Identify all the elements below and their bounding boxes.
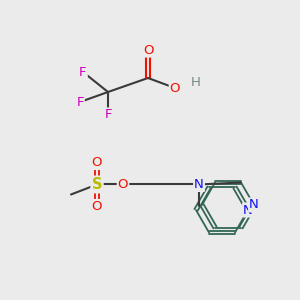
Text: F: F	[79, 65, 87, 79]
Text: O: O	[170, 82, 180, 94]
Text: O: O	[143, 44, 153, 56]
Text: O: O	[92, 200, 102, 213]
Text: N: N	[194, 178, 204, 191]
Text: S: S	[92, 177, 102, 192]
Text: O: O	[92, 156, 102, 169]
Text: H: H	[191, 76, 201, 89]
Text: N: N	[249, 199, 259, 212]
Text: F: F	[104, 109, 112, 122]
Text: F: F	[76, 95, 84, 109]
Text: O: O	[118, 178, 128, 191]
Text: N: N	[243, 203, 253, 217]
